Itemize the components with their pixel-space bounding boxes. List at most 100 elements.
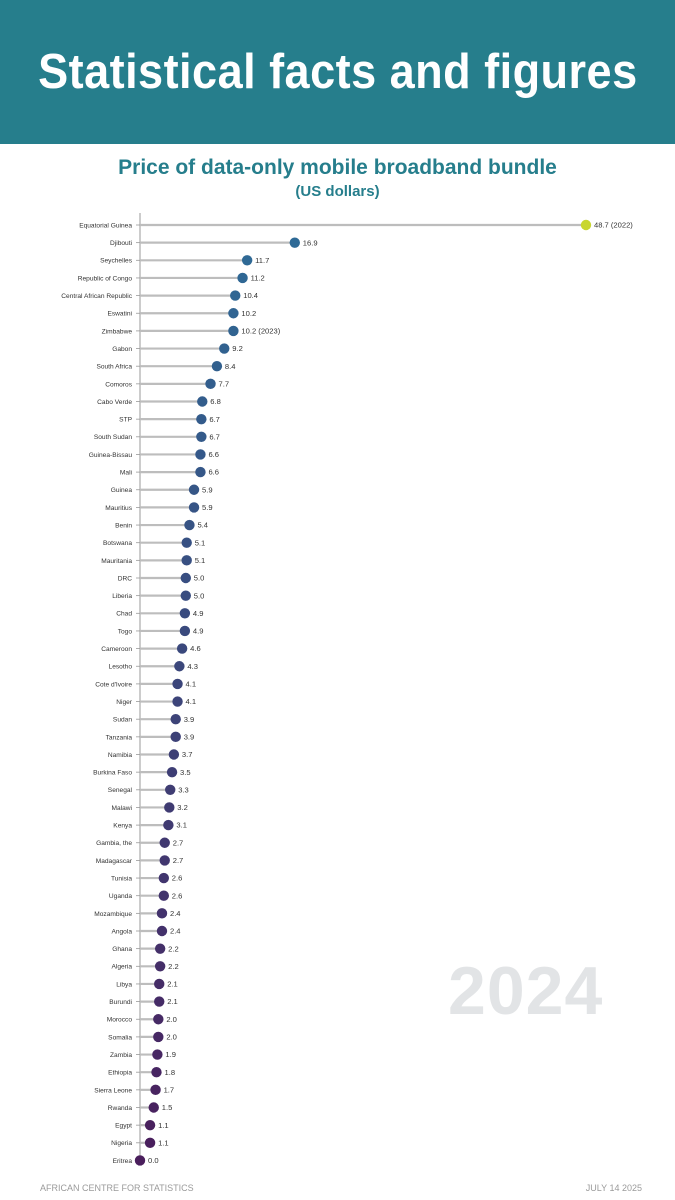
lollipop-dot: [170, 731, 181, 743]
value-label: 4.6: [190, 644, 201, 653]
value-label: 2.6: [172, 874, 183, 883]
value-label: 3.1: [176, 821, 187, 830]
value-label: 10.2: [241, 309, 256, 318]
value-label: 5.9: [202, 485, 213, 494]
category-label: Burkina Faso: [93, 770, 132, 777]
value-label: 1.1: [158, 1138, 169, 1147]
category-label: Malawi: [111, 805, 132, 812]
category-label: Angola: [111, 928, 132, 935]
value-label: 4.3: [187, 662, 198, 671]
category-label: Djibouti: [110, 240, 133, 247]
value-label: 5.1: [195, 538, 206, 547]
category-label: Mauritius: [105, 505, 132, 512]
value-label: 4.9: [193, 627, 204, 636]
value-label: 1.9: [165, 1050, 176, 1059]
lollipop-dot: [196, 431, 207, 442]
lollipop-dot: [180, 590, 191, 601]
category-label: Republic of Congo: [78, 275, 133, 282]
value-label: 3.3: [178, 785, 189, 794]
category-label: Sierra Leone: [94, 1087, 132, 1094]
lollipop-dot: [228, 325, 239, 337]
lollipop-dot: [180, 572, 191, 584]
category-label: DRC: [118, 575, 133, 582]
category-label: Lesotho: [109, 664, 133, 671]
lollipop-dot: [153, 1031, 164, 1043]
lollipop-dot: [166, 766, 178, 778]
value-label: 11.7: [255, 256, 269, 265]
lollipop-dot: [197, 396, 208, 407]
category-label: Cote d'Ivoire: [95, 681, 132, 688]
category-label: Eritrea: [113, 1158, 133, 1165]
lollipop-dot: [158, 890, 170, 901]
lollipop-dot: [154, 961, 166, 972]
value-label: 6.8: [210, 397, 221, 406]
category-label: Ethiopia: [108, 1070, 132, 1077]
footer-date: JULY 14 2025: [585, 1183, 642, 1193]
category-label: Mauritania: [101, 558, 132, 565]
category-label: Algeria: [111, 964, 132, 971]
value-label: 5.1: [195, 556, 206, 565]
lollipop-dot: [241, 255, 253, 266]
value-label: 2.7: [173, 838, 184, 847]
category-label: Eswatini: [107, 311, 132, 318]
lollipop-dot: [148, 1102, 159, 1113]
lollipop-dot: [205, 378, 216, 390]
value-label: 7.7: [219, 379, 230, 388]
value-label: 6.6: [208, 468, 219, 477]
category-label: Gabon: [112, 346, 132, 353]
category-label: Guinea-Bissau: [89, 452, 133, 459]
lollipop-dot: [168, 749, 180, 760]
banner-title: Statistical facts and figures: [37, 45, 638, 99]
value-label: 6.7: [209, 432, 220, 441]
lollipop-dot: [181, 555, 192, 566]
value-label: 2.0: [166, 1033, 177, 1042]
value-label: 11.2: [251, 274, 265, 283]
category-label: Libya: [116, 981, 132, 988]
value-label: 10.4: [243, 291, 258, 300]
lollipop-dot: [211, 361, 223, 372]
value-label: 2.1: [167, 997, 178, 1006]
lollipop-dot: [195, 449, 206, 460]
category-label: South Sudan: [94, 434, 132, 441]
lollipop-dot: [154, 978, 165, 990]
value-label: 16.9: [303, 238, 318, 247]
value-label: 6.7: [209, 415, 220, 424]
category-label: Namibia: [108, 752, 133, 759]
lollipop-dot: [188, 502, 200, 513]
lollipop-dot: [172, 678, 183, 690]
year-watermark: 2024: [448, 953, 604, 1029]
value-label: 2.1: [167, 980, 178, 989]
lollipop-dot: [151, 1067, 162, 1078]
category-label: South Africa: [96, 364, 132, 371]
value-label: 3.5: [180, 768, 191, 777]
header-banner: Statistical facts and figures: [0, 0, 675, 144]
category-label: Tunisia: [111, 875, 132, 882]
category-label: Mozambique: [94, 911, 132, 918]
lollipop-dot: [164, 802, 175, 813]
lollipop-dot: [184, 519, 195, 531]
value-label: 48.7 (2022): [594, 221, 633, 230]
value-label: 2.2: [168, 944, 179, 953]
category-label: Chad: [116, 611, 132, 618]
category-label: Somalia: [108, 1034, 132, 1041]
lollipop-dot: [181, 537, 192, 548]
value-label: 5.0: [194, 591, 205, 600]
value-label: 4.9: [193, 609, 204, 618]
value-label: 2.4: [170, 909, 181, 918]
value-label: 0.0: [148, 1156, 159, 1165]
category-label: Sudan: [113, 717, 132, 724]
category-label: Cameroon: [101, 646, 132, 653]
category-label: Burundi: [109, 999, 132, 1006]
category-label: Central African Republic: [61, 293, 132, 300]
lollipop-dot: [174, 661, 185, 672]
value-label: 10.2 (2023): [241, 327, 280, 336]
category-label: Senegal: [108, 787, 133, 794]
value-label: 2.2: [168, 962, 179, 971]
category-label: Seychelles: [100, 258, 133, 265]
category-label: Tanzania: [106, 734, 133, 741]
lollipop-dot: [172, 696, 183, 707]
lollipop-dot: [230, 290, 241, 301]
value-label: 3.9: [184, 715, 195, 724]
lollipop-dot: [170, 714, 181, 725]
